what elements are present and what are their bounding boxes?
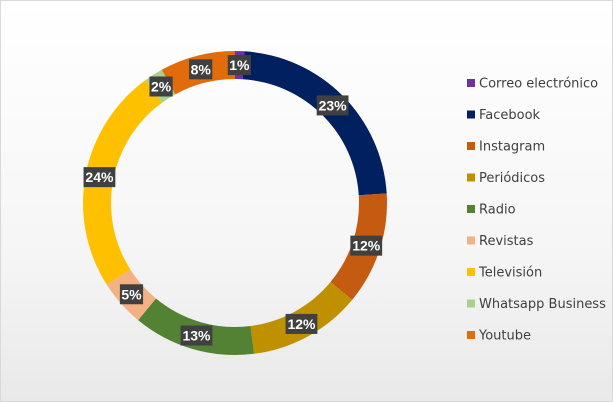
legend-label: Correo electrónico xyxy=(479,77,598,92)
slice-facebook xyxy=(242,51,387,196)
data-label-box xyxy=(285,313,318,334)
data-label-instagram: 12% xyxy=(350,235,383,256)
legend-item-instagram: Instagram xyxy=(467,140,545,155)
legend-label: Televisión xyxy=(478,266,542,281)
data-label-text: 8% xyxy=(191,61,212,77)
legend-swatch xyxy=(467,236,475,245)
legend-swatch xyxy=(467,142,475,150)
data-label-radio: 13% xyxy=(180,325,213,346)
legend-item-periodicos: Periódicos xyxy=(467,171,545,186)
data-label-youtube: 8% xyxy=(189,59,213,80)
data-label-television: 24% xyxy=(83,167,116,188)
legend: Correo electrónico Facebook Instagram Perió… xyxy=(467,77,606,344)
legend-label: Radio xyxy=(479,203,516,218)
data-label-whatsapp-business: 2% xyxy=(149,76,173,97)
legend-swatch xyxy=(467,331,475,339)
data-label-text: 24% xyxy=(85,169,114,185)
legend-item-television: Televisión xyxy=(467,266,542,281)
legend-item-facebook: Facebook xyxy=(467,108,541,123)
data-label-text: 12% xyxy=(287,316,316,332)
legend-label: Periódicos xyxy=(479,171,545,186)
data-label-text: 23% xyxy=(319,97,348,113)
data-label-box xyxy=(189,59,213,80)
legend-label: Revistas xyxy=(479,234,534,249)
data-label-text: 12% xyxy=(352,238,381,254)
legend-swatch xyxy=(467,205,475,213)
legend-item-radio: Radio xyxy=(467,203,516,218)
data-label-box xyxy=(316,95,349,116)
legend-item-revistas: Revistas xyxy=(467,234,534,249)
legend-label: Youtube xyxy=(478,329,531,344)
legend-swatch xyxy=(467,173,475,182)
legend-swatch xyxy=(467,268,475,276)
data-label-facebook: 23% xyxy=(316,95,349,116)
data-label-text: 13% xyxy=(182,328,211,344)
slice-television xyxy=(83,80,163,285)
legend-label: Facebook xyxy=(479,108,541,123)
data-label-correo-electronico: 1% xyxy=(227,55,251,76)
data-label-box xyxy=(83,167,116,188)
data-labels: 1% 23% 12% 12% 13% 5% 24% 2% 8% xyxy=(83,55,383,346)
data-label-text: 2% xyxy=(151,78,172,94)
legend-label: Whatsapp Business xyxy=(479,297,606,312)
data-label-box xyxy=(227,55,251,76)
data-label-box xyxy=(350,235,383,256)
legend-swatch xyxy=(467,79,475,87)
legend-item-correo-electronico: Correo electrónico xyxy=(467,77,598,92)
data-label-periodicos: 12% xyxy=(285,313,318,334)
legend-swatch xyxy=(467,299,475,308)
data-label-text: 5% xyxy=(121,286,142,302)
data-label-revistas: 5% xyxy=(119,284,144,305)
legend-item-whatsapp-business: Whatsapp Business xyxy=(467,297,606,312)
legend-label: Instagram xyxy=(479,140,545,155)
data-label-text: 1% xyxy=(229,57,250,73)
legend-swatch xyxy=(467,110,475,119)
data-label-box xyxy=(180,325,213,346)
data-label-box xyxy=(119,284,144,305)
legend-item-youtube: Youtube xyxy=(467,329,531,344)
data-label-box xyxy=(149,76,173,97)
